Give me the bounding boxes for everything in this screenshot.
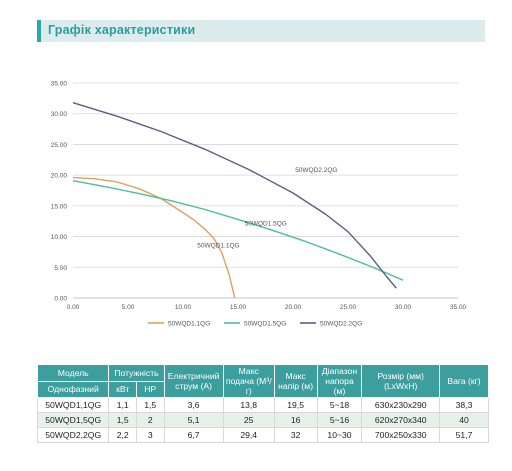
legend-label: 50WQD1.5QG [244, 321, 286, 328]
x-tick-label: 20.00 [285, 304, 302, 311]
table-cell: 1,5 [135, 397, 165, 413]
table-cell: 16 [273, 412, 318, 428]
col-size: Розмір (мм) (LxWxH) [361, 364, 440, 398]
y-tick-label: 5.00 [54, 265, 67, 272]
table-cell: 25 [222, 412, 275, 428]
col-flow: Макс подача (М³/г) [222, 364, 275, 398]
table-cell: 50WQD1,5QG [36, 412, 110, 428]
table-cell: 10~30 [316, 427, 363, 443]
legend-label: 50WQD1.1QG [168, 321, 210, 328]
col-kw: кВт [108, 380, 137, 398]
x-tick-label: 25.00 [340, 304, 357, 311]
col-power: Потужність [108, 364, 165, 382]
y-tick-label: 35.00 [51, 81, 68, 88]
table-cell: 38,3 [438, 397, 490, 413]
x-tick-label: 35.00 [450, 304, 467, 311]
x-tick-label: 30.00 [395, 304, 412, 311]
x-tick-label: 15.00 [230, 304, 247, 311]
table-cell: 3,6 [163, 397, 224, 413]
col-hp: HP [135, 380, 165, 398]
col-head: Макс напір (м) [273, 364, 318, 398]
curve-label: 50WQD1.5QG [245, 221, 287, 228]
series-line-1 [72, 176, 236, 299]
col-phase: Однофазний [36, 380, 110, 398]
table-cell: 630x230x290 [361, 397, 440, 413]
x-tick-label: 0.00 [67, 304, 80, 311]
table-cell: 620x270x340 [361, 412, 440, 428]
table-subheader-row: Однофазний кВт HP [36, 380, 489, 398]
table-cell: 3 [135, 427, 165, 443]
legend-label: 50WQD2.2QG [320, 321, 362, 328]
table-cell: 19,5 [273, 397, 318, 413]
x-tick-label: 10.00 [175, 304, 192, 311]
performance-chart: 0.00 5.00 10.00 15.00 20.00 25.00 30.00 35.00 0.… [51, 81, 467, 328]
series-line-2 [72, 180, 404, 281]
x-tick-label: 5.00 [122, 304, 135, 311]
spec-table: Модель Потужність Електричний струм (А) … [36, 364, 490, 443]
y-tick-label: 20.00 [51, 173, 68, 180]
table-cell: 51,7 [438, 427, 490, 443]
y-tick-label: 10.00 [51, 234, 68, 241]
y-tick-label: 25.00 [51, 142, 68, 149]
table-cell: 1,5 [108, 412, 137, 428]
chart-annotations: 50WQD2.2QG 50WQD1.5QG 50WQD1.1QG [197, 167, 337, 250]
y-tick-label: 0.00 [54, 296, 67, 303]
chart-grid [73, 82, 458, 299]
curve-label: 50WQD2.2QG [295, 167, 337, 174]
header-bar [37, 20, 485, 42]
table-cell: 2,2 [108, 427, 137, 443]
chart-legend: 50WQD1.1QG 50WQD1.5QG 50WQD2.2QG [148, 321, 362, 328]
table-row: 50WQD2,2QG 2,2 3 6,7 29,4 32 10~30 700x2… [36, 427, 490, 443]
table-cell: 50WQD1,1QG [36, 397, 110, 413]
table-cell: 13,8 [222, 397, 275, 413]
y-tick-label: 30.00 [51, 111, 68, 118]
table-cell: 32 [273, 427, 318, 443]
table-row: 50WQD1,5QG 1,5 2 5,1 25 16 5~16 620x270x… [36, 412, 490, 428]
page-title: Графік характеристики [48, 23, 196, 37]
col-current: Електричний струм (А) [163, 364, 224, 398]
table-cell: 40 [438, 412, 490, 428]
table-row: 50WQD1,1QG 1,1 1,5 3,6 13,8 19,5 5~18 63… [36, 397, 490, 413]
curve-label: 50WQD1.1QG [197, 243, 239, 250]
y-tick-label: 15.00 [51, 203, 68, 210]
series-line-3 [72, 102, 397, 289]
table-cell: 29,4 [222, 427, 275, 443]
table-cell: 700x250x330 [361, 427, 440, 443]
table-cell: 6,7 [163, 427, 224, 443]
col-model: Модель [36, 364, 110, 382]
table-cell: 5~18 [316, 397, 363, 413]
chart-series [72, 102, 404, 299]
table-header-row: Модель Потужність Електричний струм (А) … [36, 364, 490, 398]
header-accent [37, 20, 41, 42]
table-cell: 50WQD2,2QG [36, 427, 110, 443]
chart-axes: 0.00 5.00 10.00 15.00 20.00 25.00 30.00 35.00 0.… [51, 81, 467, 312]
table-cell: 2 [135, 412, 165, 428]
table-cell: 5~16 [316, 412, 363, 428]
col-range: Діапазон напора (м) [316, 364, 363, 398]
col-weight: Вага (кг) [438, 364, 490, 398]
table-cell: 5,1 [163, 412, 224, 428]
table-cell: 1,1 [108, 397, 137, 413]
